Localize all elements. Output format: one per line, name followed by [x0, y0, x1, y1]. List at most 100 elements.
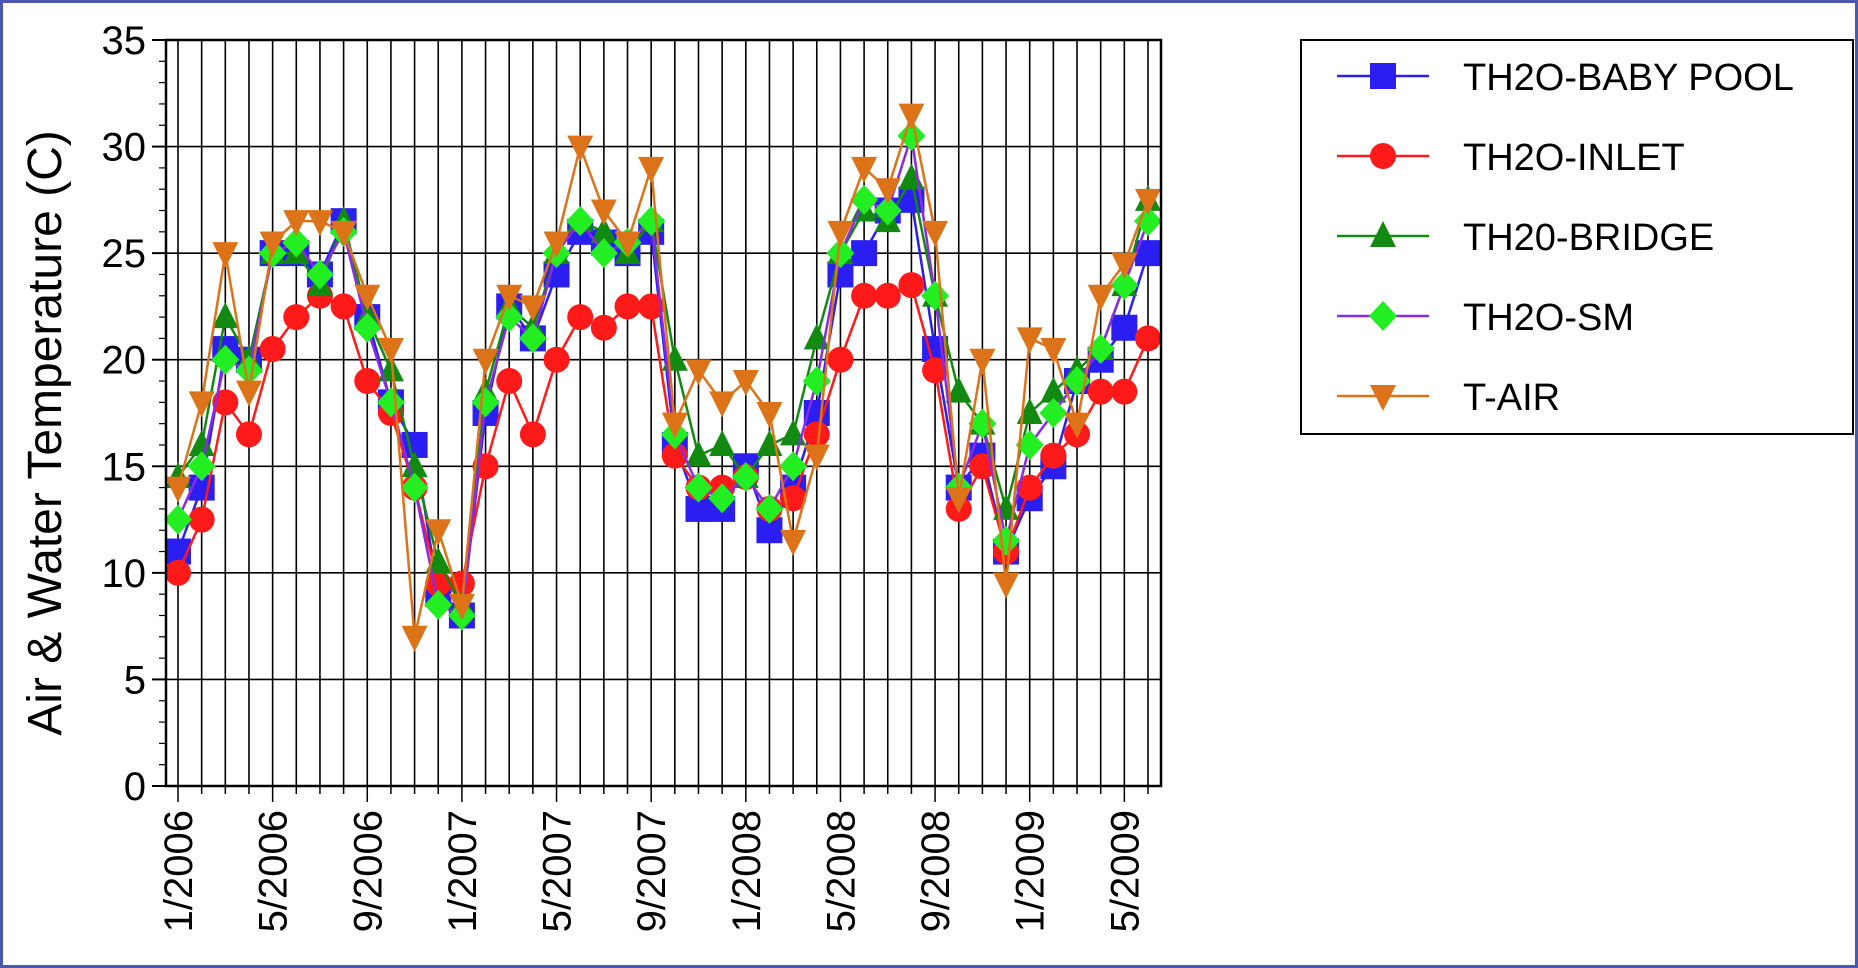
data-point	[448, 593, 475, 620]
data-point	[1110, 270, 1139, 301]
data-point	[306, 210, 333, 237]
data-point	[614, 293, 641, 320]
data-point	[567, 304, 594, 331]
data-point	[519, 295, 546, 322]
legend-item: TH2O-SM	[1337, 297, 1634, 339]
grid	[166, 39, 1161, 787]
data-point	[590, 199, 617, 226]
data-point	[283, 304, 310, 331]
data-point	[922, 220, 949, 247]
data-point	[826, 238, 855, 269]
data-point	[212, 302, 239, 329]
x-tick-label: 1/2009	[1009, 810, 1053, 932]
data-point	[448, 570, 475, 597]
line-chart: 0 5 10 15 20 25 30 35 1/2006 5/2006 9/2006 1/2007 5/…	[19, 19, 1854, 932]
data-point	[685, 440, 712, 467]
data-point	[1064, 412, 1091, 439]
y-tick-label: 5	[124, 658, 146, 702]
axes: 0 5 10 15 20 25 30 35 1/2006 5/2006 9/2006 1/2007 5/…	[102, 19, 1149, 932]
data-point	[188, 429, 215, 456]
data-point	[471, 387, 500, 418]
legend-item: TH2O-INLET	[1337, 137, 1685, 179]
x-tick-label: 9/2007	[630, 810, 674, 932]
data-point	[1016, 327, 1043, 354]
data-point	[164, 504, 192, 535]
data-point	[543, 346, 570, 373]
legend-marker	[1370, 385, 1396, 411]
y-axis-label: Air & Water Temperature (C)	[19, 130, 72, 735]
legend-item: T-AIR	[1337, 377, 1560, 419]
data-point	[401, 625, 428, 652]
data-point	[305, 259, 334, 290]
data-point	[780, 529, 807, 556]
data-point	[590, 216, 617, 243]
data-point	[519, 421, 546, 448]
data-point	[1135, 325, 1161, 352]
x-tick-label: 5/2008	[819, 810, 863, 932]
data-point	[850, 184, 879, 215]
x-tick-label: 1/2006	[157, 810, 201, 932]
data-point	[685, 359, 712, 386]
data-point	[732, 370, 759, 397]
data-point	[1015, 429, 1044, 460]
y-tick-label: 10	[102, 552, 147, 596]
y-tick-label: 0	[124, 765, 146, 809]
data-point	[803, 421, 830, 448]
data-point	[731, 461, 760, 492]
x-tick-label: 1/2007	[441, 810, 485, 932]
data-point	[874, 282, 901, 309]
data-point	[1111, 378, 1138, 405]
data-point	[354, 284, 381, 311]
data-point	[945, 376, 972, 403]
x-tick-label: 9/2008	[914, 810, 958, 932]
data-point	[638, 293, 665, 320]
data-point	[259, 231, 286, 258]
data-point	[401, 451, 428, 478]
data-point	[851, 156, 878, 183]
data-point	[709, 391, 736, 418]
data-point	[1040, 376, 1067, 403]
data-point	[709, 429, 736, 456]
legend-marker	[1370, 143, 1396, 169]
data-point	[353, 312, 382, 343]
data-point	[165, 559, 191, 586]
data-point	[330, 220, 357, 247]
legend-marker	[1370, 63, 1396, 89]
legend-label: TH2O-BABY POOL	[1463, 57, 1794, 99]
data-point	[1135, 188, 1161, 215]
data-point	[567, 135, 594, 162]
data-point	[993, 572, 1020, 599]
data-point	[188, 391, 215, 418]
data-point	[259, 336, 286, 363]
series-4	[165, 103, 1161, 652]
data-point	[377, 338, 404, 365]
x-tick-label: 5/2006	[252, 810, 296, 932]
data-point	[165, 476, 191, 503]
data-point	[425, 519, 452, 546]
data-point	[1087, 284, 1114, 311]
data-point	[543, 231, 570, 258]
data-point	[1040, 338, 1067, 365]
data-point	[922, 357, 949, 384]
legend-marker	[1369, 301, 1397, 331]
data-point	[283, 210, 310, 237]
legend-item: TH20-BRIDGE	[1337, 217, 1714, 259]
data-point	[756, 402, 783, 428]
data-point	[1086, 334, 1115, 365]
data-point	[898, 272, 925, 299]
data-point	[827, 346, 854, 373]
data-point	[377, 355, 404, 382]
data-point	[827, 220, 854, 247]
data-point	[661, 412, 688, 439]
y-tick-label: 25	[102, 232, 147, 276]
data-point	[851, 282, 878, 309]
data-point	[496, 284, 523, 311]
data-point	[874, 178, 901, 205]
data-point	[803, 444, 830, 471]
data-point	[1039, 398, 1068, 428]
x-tick-label: 5/2007	[536, 810, 580, 932]
data-point	[1087, 378, 1114, 405]
data-point	[851, 240, 878, 267]
data-point	[354, 368, 381, 395]
y-tick-label: 15	[102, 445, 147, 489]
